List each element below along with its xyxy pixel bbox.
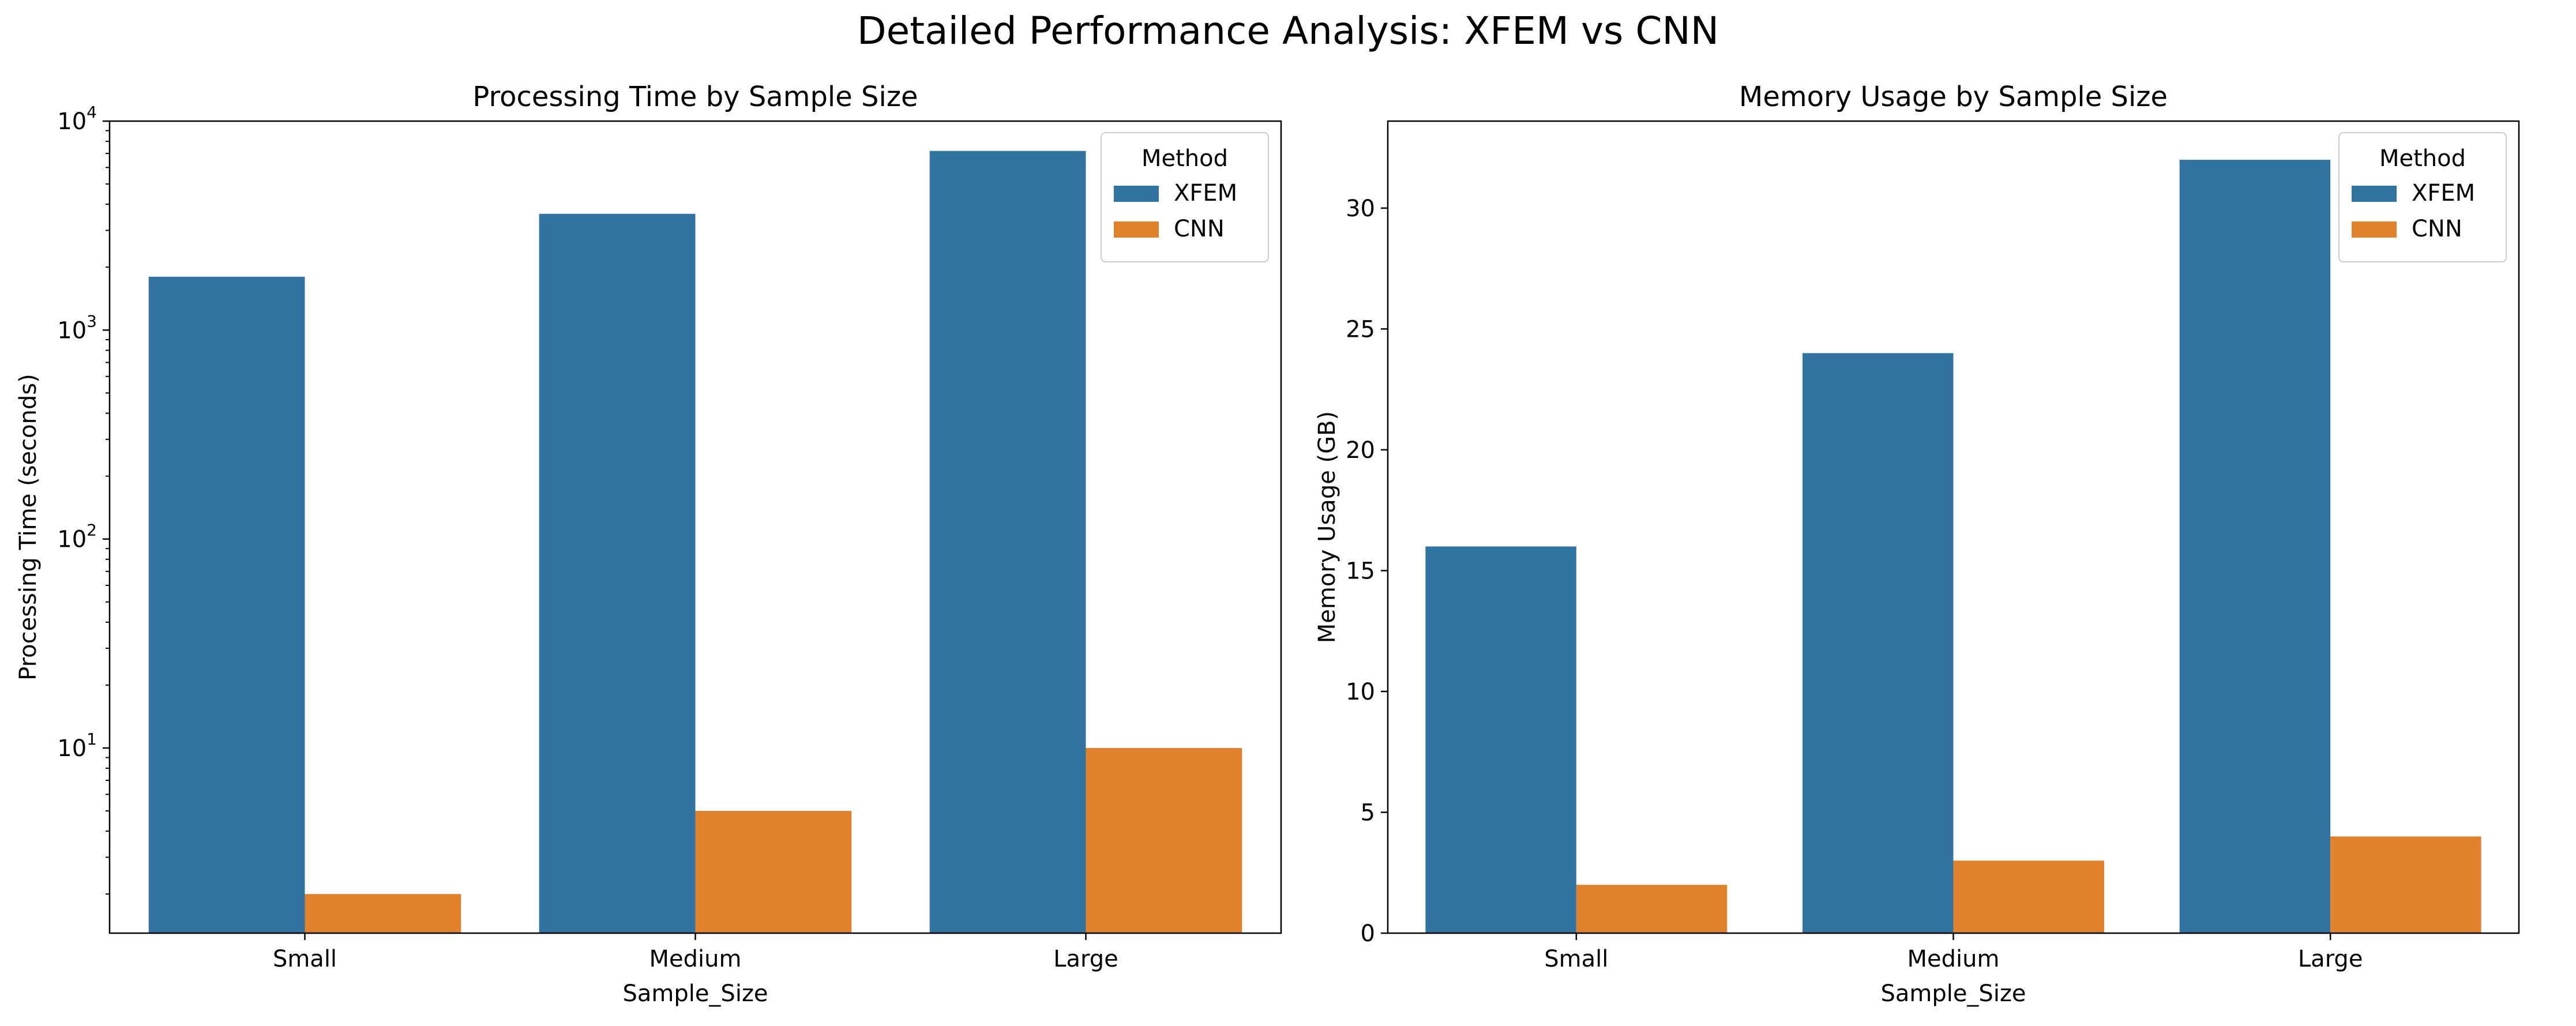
chart2-ytick-label: 5 <box>1361 799 1375 826</box>
chart1-ytick-label: 104 <box>57 103 97 135</box>
chart1-bar-xfem-small <box>148 276 305 933</box>
chart2-ylabel: Memory Usage (GB) <box>1314 411 1340 643</box>
chart1-legend-swatch-xfem <box>1114 186 1159 202</box>
chart2-ytick-label: 10 <box>1346 679 1375 705</box>
chart1-xtick-label-medium: Medium <box>649 946 742 972</box>
chart2-ytick-label: 25 <box>1346 316 1375 343</box>
chart2-xtick-label-large: Large <box>2298 946 2363 972</box>
chart1-ytick-base: 10 <box>57 527 87 553</box>
chart1-ytick-base: 10 <box>57 108 87 135</box>
chart1-bar-xfem-medium <box>539 213 696 933</box>
chart1-legend-label-xfem: XFEM <box>1174 180 1237 206</box>
chart1-ytick-label: 103 <box>57 311 97 344</box>
chart1-xtick-label-small: Small <box>273 946 337 972</box>
chart2-bar-cnn-large <box>2330 836 2481 933</box>
chart2-bar-cnn-small <box>1576 885 1728 933</box>
chart2-legend-swatch-cnn <box>2352 221 2397 238</box>
chart2-bar-xfem-large <box>2179 160 2331 933</box>
chart2-bar-xfem-small <box>1425 546 1576 933</box>
chart2-ytick-label: 0 <box>1361 920 1375 947</box>
chart1-legend-swatch-cnn <box>1114 221 1159 238</box>
chart1-ytick-exponent: 4 <box>87 103 97 122</box>
chart2-title: Memory Usage by Sample Size <box>1739 81 2168 113</box>
chart1-ytick-exponent: 2 <box>87 521 97 540</box>
chart1-legend-title: Method <box>1141 145 1228 172</box>
chart1-ylabel: Processing Time (seconds) <box>15 374 42 681</box>
chart1-bar-cnn-small <box>305 894 461 933</box>
chart1-ytick-label: 102 <box>57 521 97 553</box>
chart2-legend-swatch-xfem <box>2352 186 2397 202</box>
chart2-bar-xfem-medium <box>1803 353 1954 933</box>
chart1-ytick-exponent: 3 <box>87 311 97 330</box>
chart1-ytick-exponent: 1 <box>87 730 97 749</box>
chart2-xtick-label-medium: Medium <box>1907 946 2000 972</box>
chart1-legend-label-cnn: CNN <box>1174 216 1225 242</box>
chart2-bar-cnn-medium <box>1953 860 2104 933</box>
chart2-legend-label-xfem: XFEM <box>2412 180 2475 206</box>
chart1-xlabel: Sample_Size <box>622 980 768 1007</box>
chart2-legend-label-cnn: CNN <box>2412 216 2462 242</box>
chart2-ytick-label: 20 <box>1346 437 1375 464</box>
chart1-bar-cnn-medium <box>695 811 852 933</box>
chart2-legend-title: Method <box>2379 145 2466 172</box>
chart1-ytick-base: 10 <box>57 317 87 344</box>
chart1-title: Processing Time by Sample Size <box>472 81 918 113</box>
chart2-xtick-label-small: Small <box>1544 946 1608 972</box>
chart1-bar-cnn-large <box>1086 747 1242 933</box>
chart1-xtick-label-large: Large <box>1053 946 1118 972</box>
figure-suptitle: Detailed Performance Analysis: XFEM vs C… <box>857 9 1719 53</box>
chart1-ytick-base: 10 <box>57 735 87 762</box>
chart2-xlabel: Sample_Size <box>1880 980 2026 1007</box>
chart1-ytick-label: 101 <box>57 730 97 762</box>
chart2-ytick-label: 30 <box>1346 196 1375 222</box>
chart2-ytick-label: 15 <box>1346 558 1375 584</box>
chart1-bar-xfem-large <box>929 151 1086 934</box>
